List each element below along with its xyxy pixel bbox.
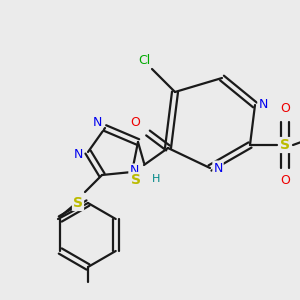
Text: N: N — [213, 161, 223, 175]
Text: Cl: Cl — [138, 53, 150, 67]
Text: O: O — [130, 116, 140, 128]
Text: N: N — [258, 98, 268, 112]
Text: O: O — [280, 103, 290, 116]
Text: S: S — [73, 196, 83, 210]
Text: N: N — [73, 148, 83, 160]
Text: S: S — [280, 138, 290, 152]
Text: N: N — [92, 116, 102, 130]
Text: H: H — [152, 174, 160, 184]
Text: S: S — [131, 173, 141, 187]
Text: N: N — [129, 164, 139, 178]
Text: O: O — [280, 175, 290, 188]
